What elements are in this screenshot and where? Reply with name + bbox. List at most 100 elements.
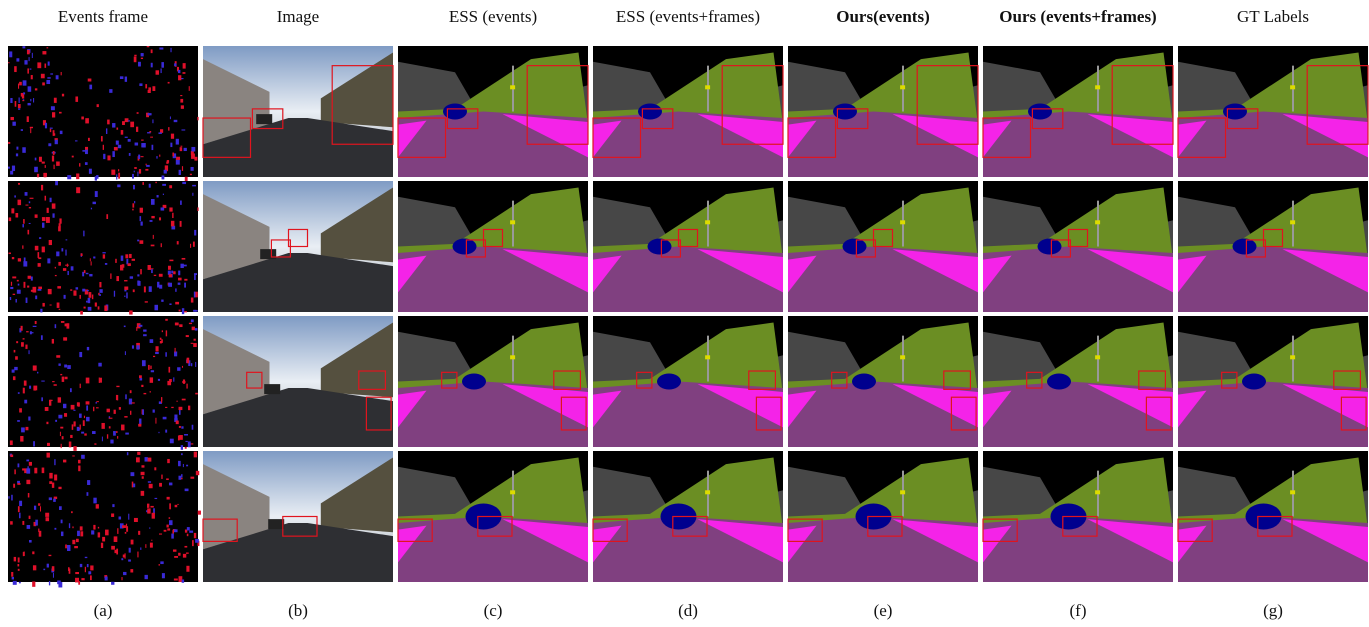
event-dot [159,217,161,220]
seg-car [1028,104,1052,120]
event-dot [10,297,11,300]
event-dot [23,338,25,339]
event-dot [192,425,194,430]
thumbnail [1178,316,1368,447]
seg-sign [510,220,515,224]
event-dot [81,455,85,459]
event-dot [158,432,159,433]
event-dot [46,80,50,84]
event-dot [190,477,194,479]
event-dot [176,139,179,145]
event-dot [47,208,49,213]
event-dot [176,157,180,160]
event-dot [50,129,51,132]
event-dot [180,264,183,268]
photo-car [260,249,276,259]
event-dot [63,337,67,340]
event-dot [45,407,49,411]
event-dot [178,435,180,440]
event-dot [191,363,192,366]
event-dot [191,154,195,159]
event-dot [15,213,18,218]
seg-car [453,239,477,255]
event-dot [35,88,37,90]
event-dot [109,89,112,93]
event-dot [10,287,13,289]
event-dot [57,286,61,288]
event-dot [186,552,189,553]
event-dot [101,136,103,141]
event-dot [50,73,53,74]
event-dot [38,503,40,505]
event-dot [150,543,153,548]
event-dot [162,330,163,332]
event-dot [112,151,114,157]
event-dot [18,284,20,286]
event-dot [10,521,13,524]
column-title: Image [277,7,319,26]
event-dot [87,480,90,485]
event-dot [142,360,146,366]
thumbnail [8,316,198,451]
event-dot [34,167,38,172]
event-dot [67,545,70,551]
event-dot [28,276,31,279]
event-dot [58,487,61,489]
event-dot [41,74,45,78]
event-dot [147,504,149,508]
event-dot [81,117,84,120]
event-dot [185,177,188,182]
event-dot [49,240,52,245]
seg-sign [705,220,710,224]
event-dot [117,395,118,400]
event-dot [90,575,92,580]
event-dot [33,326,37,327]
event-dot [184,283,186,288]
event-dot [90,258,91,261]
column-title: Ours (events+frames) [999,7,1156,26]
event-dot [25,345,27,349]
event-dot [88,307,92,311]
event-dot [125,394,127,399]
event-dot [40,309,42,313]
event-dot [139,419,141,425]
event-dot [182,182,186,184]
event-dot [129,254,132,258]
event-dot [25,205,28,206]
event-dot [150,377,153,382]
event-dot [116,141,119,145]
event-dot [86,405,88,410]
event-dot [150,391,151,392]
event-dot [192,185,196,186]
thumbnail [8,181,199,315]
event-dot [12,166,15,171]
event-dot [47,564,49,568]
seg-sign [510,85,515,89]
event-dot [10,98,12,103]
event-dot [175,323,179,326]
seg-car [852,374,876,390]
subfigure-label: (b) [288,601,308,620]
event-dot [11,208,14,213]
event-dot [57,580,61,584]
event-dot [114,124,115,126]
event-dot [11,282,12,286]
event-dot [194,452,197,458]
event-dot [23,80,27,85]
event-dot [194,533,196,538]
event-dot [12,257,14,259]
event-dot [96,175,98,179]
thumbnail [8,46,199,181]
event-dot [29,57,30,61]
event-dot [71,405,75,410]
event-dot [30,198,34,199]
event-dot [173,377,174,381]
subfigure-label: (d) [678,601,698,620]
event-dot [169,520,173,525]
event-dot [39,531,42,537]
event-dot [72,156,74,158]
event-dot [49,400,51,406]
event-dot [70,435,72,438]
event-dot [133,185,135,189]
event-dot [25,427,28,430]
